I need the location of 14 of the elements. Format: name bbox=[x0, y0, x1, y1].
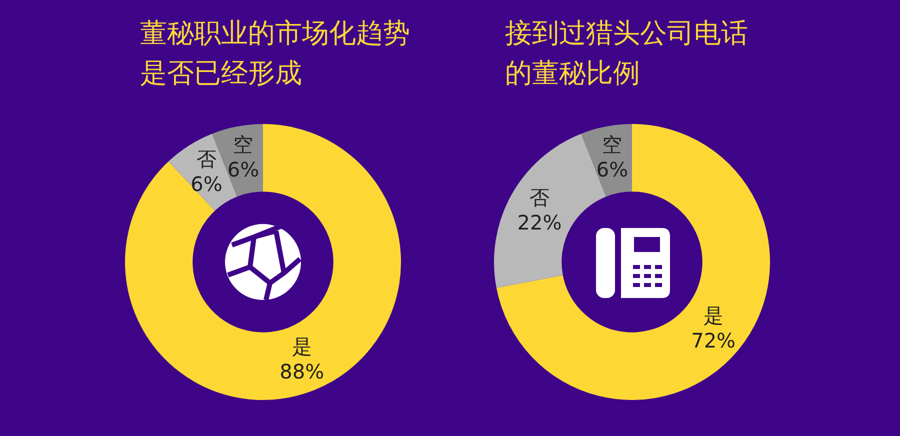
chart-title: 董秘职业的市场化趋势是否已经形成 bbox=[140, 17, 411, 91]
slice-label: 是 bbox=[292, 334, 312, 358]
slice-label: 否 bbox=[196, 147, 216, 172]
chart-title: 接到过猎头公司电话的董秘比例 bbox=[505, 17, 749, 91]
data-label: 6% bbox=[596, 158, 628, 182]
data-label: 88% bbox=[280, 359, 324, 384]
slice-label: 否 bbox=[530, 185, 550, 210]
data-label: 6% bbox=[190, 172, 222, 196]
data-label: 22% bbox=[517, 210, 562, 234]
slice-label: 空 bbox=[602, 132, 622, 157]
slice-label: 是 bbox=[703, 303, 724, 328]
data-label: 72% bbox=[691, 328, 736, 352]
data-label: 6% bbox=[227, 158, 260, 182]
slice-label: 空 bbox=[233, 132, 254, 157]
